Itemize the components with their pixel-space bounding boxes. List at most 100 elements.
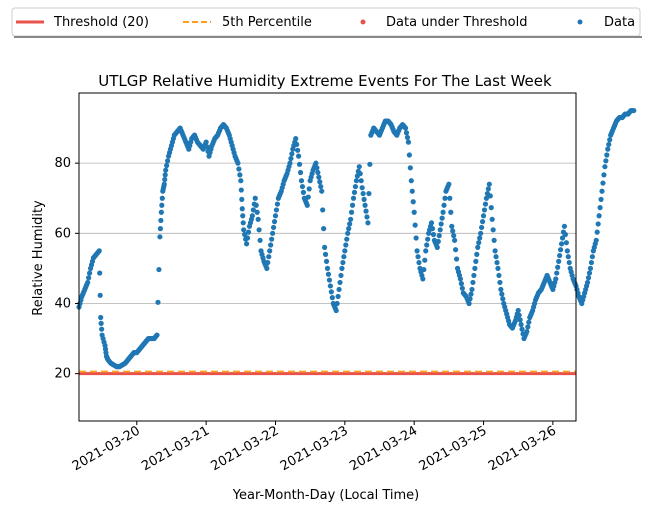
data-point [452,237,458,243]
data-point-fill [607,137,613,143]
data-point-fill [315,169,321,176]
data-point-fill [441,202,447,208]
data-point-fill [165,158,171,164]
data-point [293,136,299,142]
data-point-fill [250,207,256,213]
data-point-fill [269,236,275,242]
x-axis-ticks: 2021-03-202021-03-212021-03-222021-03-23… [70,421,559,474]
data-point [483,195,490,201]
data-point [161,181,167,187]
data-point-fill [273,207,280,213]
data-point [163,167,169,173]
data-point-fill [404,134,411,141]
data-point [98,314,104,321]
data-point-fill [347,221,353,227]
data-point-fill [337,279,343,286]
data-point-fill [565,254,571,260]
x-tick-label: 2021-03-24 [347,423,420,474]
data-point [457,276,464,282]
data-point-fill [481,207,488,213]
data-point-fill [409,188,415,194]
data-point-fill [344,236,350,242]
data-point-fill [603,158,609,164]
data-point-fill [598,196,604,203]
data-point-fill [360,190,366,197]
data-point [313,160,319,166]
data-point-fill [422,257,428,263]
data-point [322,244,328,250]
data-point-fill [516,312,522,318]
data-point [446,181,452,187]
data-point-fill [439,215,445,221]
data-point-fill [500,296,506,302]
legend-shadow [14,36,642,38]
data-point-fill [470,279,476,286]
data-point-fill [257,237,263,243]
data-point-fill [490,227,496,233]
data-point [345,230,351,236]
x-tick-label: 2021-03-21 [139,423,212,474]
data-point-fill [162,176,168,183]
data-point [434,244,440,250]
data-point-fill [476,240,482,246]
data-point-fill [358,178,364,184]
data-point-fill [601,172,607,178]
data-point-fill [403,130,410,136]
data-point [157,234,163,240]
data-point [561,223,568,229]
data-point-fill [594,229,600,235]
data-point-fill [497,279,503,286]
data-point [348,216,354,222]
data-point-fill [352,183,359,190]
data-point-fill [563,240,569,246]
data-point-fill [493,254,499,260]
data-point [238,178,244,184]
data-point-fill [364,214,370,220]
data-point [270,230,276,236]
data-point-fill [361,196,367,203]
data-point-fill [557,252,563,259]
y-tick-label: 40 [54,296,71,311]
data-point-fill [341,254,347,260]
legend-data-label: Data [604,15,635,30]
data-point-fill [86,275,92,281]
legend-percentile-label: 5th Percentile [222,15,312,30]
x-tick-label: 2021-03-26 [486,423,559,474]
data-point [486,181,492,187]
data-point [584,279,591,286]
data-point-fill [467,296,473,302]
data-point-fill [494,259,500,266]
data-point [428,220,435,226]
data-point-fill [162,172,168,178]
data-point-fill [321,226,327,232]
data-point-fill [253,202,259,208]
data-point-fill [416,259,422,266]
data-point-fill [351,189,358,195]
data-point-fill [328,289,334,295]
data-point-fill [448,209,454,215]
y-axis-ticks: 20 40 60 80 [54,156,79,382]
legend-threshold-label: Threshold (20) [53,15,149,30]
data-point [602,164,608,170]
data-point [405,139,412,145]
data-point [304,202,310,208]
data-point-fill [479,224,485,231]
data-point-fill [424,242,430,248]
data-point [402,125,409,131]
data-point-fill [348,209,355,215]
data-point-fill [296,161,303,167]
data-point-fill [335,293,341,300]
x-tick-label: 2021-03-22 [209,423,282,474]
data-point [85,279,91,286]
legend-under-threshold-marker [360,19,366,25]
data-point [241,227,247,233]
data-point [316,174,322,180]
x-tick-label: 2021-03-23 [278,423,351,474]
data-point-fill [271,219,278,225]
data-point [449,223,455,229]
data-point-fill [306,186,312,192]
data-point-fill [245,229,252,235]
data-point-fill [357,171,363,177]
data-point-fill [254,209,260,215]
data-point-fill [338,272,344,279]
